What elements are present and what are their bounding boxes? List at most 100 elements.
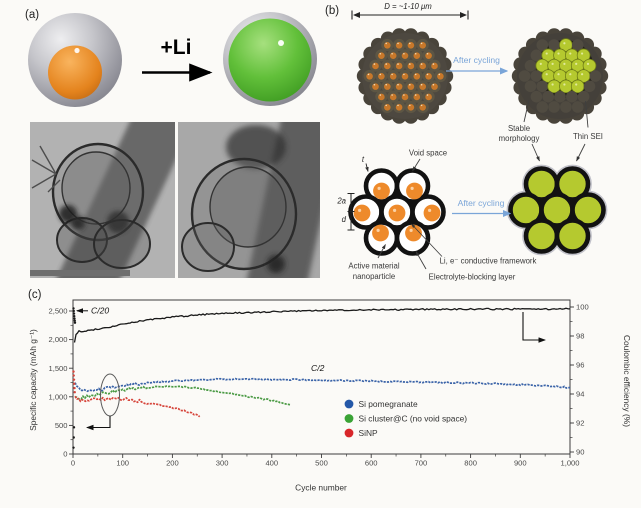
particle-diameter-label: 2a xyxy=(336,197,346,206)
dark-blob xyxy=(267,255,285,273)
x-tick-label: 200 xyxy=(166,459,179,468)
void-space-arrow xyxy=(412,158,421,172)
carbon-film-band xyxy=(47,122,175,278)
si-particle-blob xyxy=(71,216,85,230)
scatter-2 xyxy=(72,426,76,449)
inner-ring xyxy=(209,166,287,248)
y-left-tick-label: 1,000 xyxy=(48,392,67,401)
particle-spacing-label: d xyxy=(342,215,347,224)
series-line-3 xyxy=(73,307,571,343)
after-cycling-top-label: After cycling xyxy=(453,55,500,65)
si-particle-blob xyxy=(107,211,129,233)
scatter-1 xyxy=(72,370,76,394)
panel-a-schematic: (a) +Li xyxy=(25,9,317,107)
carbon-shell-with-si-core xyxy=(28,13,122,107)
x-tick-label: 500 xyxy=(315,459,328,468)
conductive-framework-label: Li, e⁻ conductive framework xyxy=(440,257,537,266)
electrolyte-blocking-label: Electrolyte-blocking layer xyxy=(429,273,516,282)
conductive-framework-arrow xyxy=(411,223,443,257)
rate-annotation-c20: C/20 xyxy=(91,306,109,316)
inner-ring xyxy=(61,151,131,225)
y-left-tick-label: 0 xyxy=(63,450,67,459)
si-particle-blob xyxy=(59,205,77,223)
x-tick-label: 600 xyxy=(365,459,378,468)
series-line-2 xyxy=(74,395,201,418)
y-left-tick-label: 500 xyxy=(55,421,68,430)
carbon-film-band xyxy=(239,122,320,278)
series-line-0 xyxy=(74,377,571,393)
active-material-label-1: Active material xyxy=(348,262,399,271)
shell-thickness-arrow xyxy=(365,163,369,172)
y-right-tick-label: 96 xyxy=(576,361,584,370)
stable-morphology-pointer-down xyxy=(531,143,540,162)
right-axis-pointer-arrow xyxy=(522,312,547,343)
nanoparticle-cluster-after xyxy=(506,164,608,256)
x-tick-label: 400 xyxy=(265,459,278,468)
plot-frame xyxy=(72,299,571,455)
y-right-tick-label: 98 xyxy=(576,332,584,341)
x-tick-label: 800 xyxy=(464,459,477,468)
lithiation-label: +Li xyxy=(161,36,192,59)
stable-morphology-pointer-up xyxy=(523,99,530,123)
y-right-tick-label: 94 xyxy=(576,390,584,399)
y-right-tick-label: 90 xyxy=(576,448,584,457)
active-material-arrow xyxy=(377,244,386,259)
pomegranate-microsphere-after xyxy=(511,28,609,124)
tem-right-art xyxy=(178,122,320,278)
x-tick-label: 300 xyxy=(216,459,229,468)
x-axis-label: Cycle number xyxy=(295,483,347,493)
thin-sei-pointer-down xyxy=(576,143,586,162)
panel-b-diagram: (b) D = ~1-10 μm After cycling Stable mo… xyxy=(325,2,609,282)
left-axis-pointer-arrow xyxy=(85,416,111,431)
tem-left-art xyxy=(30,122,175,278)
after-cycling-bottom-label: After cycling xyxy=(458,198,505,208)
shell-ring xyxy=(181,222,235,272)
lithiated-sphere xyxy=(223,12,317,106)
shell-thickness-label: t xyxy=(362,155,365,164)
early-cycles-ellipse xyxy=(100,373,120,417)
cycling-performance-chart: (c) 0 100 200 300 400 500 600 700 800 900 1,000 0 50… xyxy=(28,289,632,493)
y-left-tick-label: 2,500 xyxy=(48,307,67,316)
highlight-dot xyxy=(74,47,80,54)
crack-lines xyxy=(31,145,61,193)
diameter-dimension: D = ~1-10 μm xyxy=(351,2,469,20)
legend-label: Si pomegranate xyxy=(359,399,418,409)
legend-label: SiNP xyxy=(359,428,378,438)
x-tick-label: 1,000 xyxy=(560,459,579,468)
stable-morphology-label-1: Stable xyxy=(508,124,530,133)
particle-dimension-marks: 2a d xyxy=(336,193,355,231)
panel-b-label: (b) xyxy=(325,5,339,17)
legend-dot xyxy=(344,428,354,438)
y-axis-label-right: Coulombic efficiency (%) xyxy=(622,335,632,427)
electrolyte-blocking-arrow xyxy=(415,251,427,270)
x-tick-label: 100 xyxy=(116,459,129,468)
highlight-dot xyxy=(278,40,284,46)
scale-strip xyxy=(30,270,130,276)
expanded-lithiated-silicon xyxy=(228,18,312,102)
y-right-tick-label: 92 xyxy=(576,419,584,428)
x-tick-label: 700 xyxy=(415,459,428,468)
tem-image-right xyxy=(178,122,320,278)
plot-area: 0 100 200 300 400 500 600 700 800 900 1,000 0 500 1,0… xyxy=(48,299,589,468)
y-axis-label-left: Specific capacity (mAh g⁻¹) xyxy=(28,329,38,431)
legend-dot xyxy=(344,414,354,423)
x-tick-label: 900 xyxy=(514,459,527,468)
y-right-tick-label: 100 xyxy=(576,303,589,312)
y-left-tick-label: 1,500 xyxy=(48,364,67,373)
thin-sei-label: Thin SEI xyxy=(573,132,603,141)
stable-morphology-label-2: morphology xyxy=(499,134,540,143)
x-tick-label: 0 xyxy=(71,459,75,468)
nanoparticle-cluster-before xyxy=(348,168,446,256)
legend-dot xyxy=(344,399,354,409)
void-space-label: Void space xyxy=(409,149,447,158)
rate-annotation-c2: C/2 xyxy=(311,363,325,373)
pomegranate-microsphere-before xyxy=(356,28,454,124)
panel-a-label: (a) xyxy=(25,9,39,21)
shell-ring xyxy=(190,157,298,271)
y-left-tick-label: 2,000 xyxy=(48,335,67,344)
active-material-label-2: nanoparticle xyxy=(353,272,395,281)
thin-sei-pointer-up xyxy=(585,100,589,128)
silicon-core xyxy=(48,45,102,100)
series-line-1 xyxy=(74,385,291,406)
